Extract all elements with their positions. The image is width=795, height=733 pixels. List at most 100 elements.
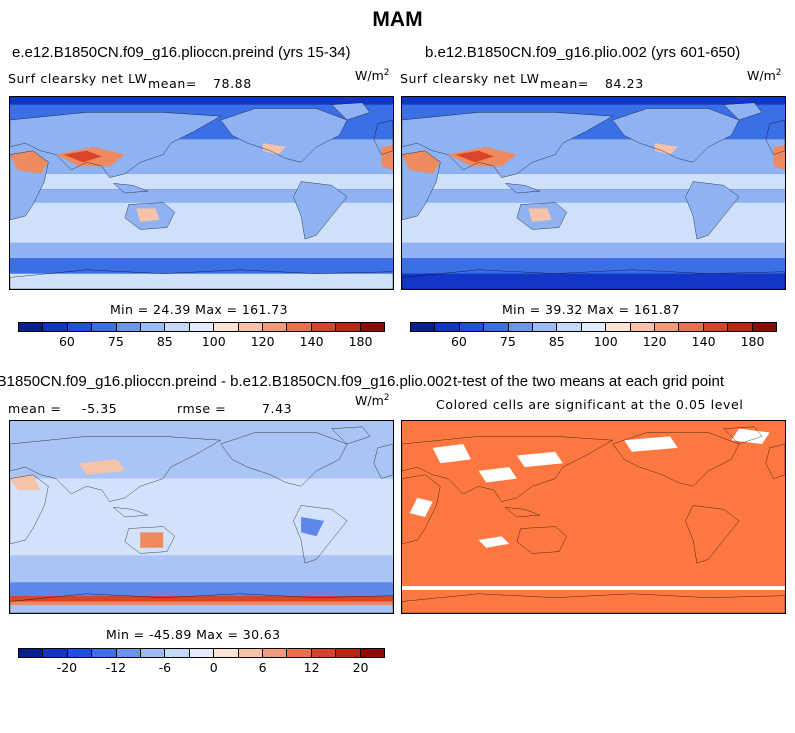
panel1-mean-value: 78.88 <box>213 76 252 91</box>
insignificant-region <box>731 428 770 445</box>
colorbar-swatch <box>679 323 704 331</box>
insignificant-region <box>402 586 785 590</box>
panel3-title: B1850CN.f09_g16.plioccn.preind - b.e12.B… <box>0 373 452 390</box>
panel3-rmse-label: rmse = <box>177 401 227 416</box>
land-warm <box>654 143 678 155</box>
land-warm <box>381 145 393 170</box>
panel3-units: W/m2 <box>355 393 390 409</box>
insignificant-region <box>409 497 433 517</box>
colorbar-tick-label: 60 <box>450 334 467 349</box>
colorbar-tick-label: 140 <box>299 334 324 349</box>
colorbar-tick-label: 6 <box>258 660 267 675</box>
colorbar-swatch <box>141 649 166 657</box>
colorbar-swatch <box>703 323 729 331</box>
land-warm <box>140 532 164 548</box>
land-cool <box>301 517 325 537</box>
field-band <box>10 555 393 583</box>
colorbar-swatch <box>360 649 385 657</box>
colorbar-swatch <box>411 323 436 331</box>
colorbar-tick-label: 20 <box>352 660 369 675</box>
colorbar-tick-label: 100 <box>201 334 226 349</box>
colorbar-swatch <box>655 323 680 331</box>
colorbar-swatch <box>435 323 460 331</box>
colorbar-swatch <box>606 323 631 331</box>
land-warm <box>63 150 102 163</box>
coastline <box>613 109 739 163</box>
coastline <box>766 444 785 479</box>
colorbar-swatch <box>459 323 485 331</box>
coastline <box>402 594 785 613</box>
field-band <box>10 242 393 259</box>
coastline <box>332 427 370 444</box>
colorbar-swatch <box>238 323 264 331</box>
colorbar-tick-label: -20 <box>56 660 78 675</box>
land-warm <box>78 459 125 475</box>
coastline <box>402 270 785 289</box>
insignificant-region <box>516 451 563 468</box>
insignificant-region <box>478 536 510 548</box>
coastline <box>113 183 147 193</box>
coastline <box>766 120 785 155</box>
colorbar-swatch <box>116 323 142 331</box>
colorbar-swatch <box>67 323 93 331</box>
colorbar-swatch <box>189 649 215 657</box>
colorbar-swatch <box>752 323 777 331</box>
colorbar-swatch <box>287 649 312 657</box>
colorbar-swatch <box>336 323 361 331</box>
coastline <box>402 151 440 220</box>
colorbar-swatch <box>19 649 44 657</box>
colorbar-tick-label: 0 <box>209 660 218 675</box>
panel1-subtitle: Surf clearsky net LW <box>8 71 148 86</box>
land-warm <box>455 150 494 163</box>
coastline <box>125 203 175 230</box>
coastline <box>517 203 567 230</box>
colorbar-tick-label: -6 <box>158 660 172 675</box>
field-band <box>10 273 393 289</box>
panel2-mean-label: mean= <box>540 76 589 91</box>
panel4-map <box>401 420 786 614</box>
field-band <box>10 258 393 274</box>
land-field <box>220 108 348 163</box>
panel2-mean-value: 84.23 <box>605 76 644 91</box>
colorbar-swatch <box>557 323 582 331</box>
field-band <box>402 273 785 289</box>
panel4-title: t-test of the two means at each grid poi… <box>453 373 724 390</box>
colorbar-swatch <box>311 649 337 657</box>
colorbar-tick-label: -12 <box>105 660 127 675</box>
panel3-rmse-value: 7.43 <box>262 401 293 416</box>
land-field <box>685 181 740 240</box>
colorbar-swatch <box>214 323 239 331</box>
colorbar-swatch <box>533 323 558 331</box>
coastline <box>10 112 221 177</box>
coastline <box>724 103 762 120</box>
colorbar-swatch <box>263 649 288 657</box>
colorbar-swatch <box>484 323 509 331</box>
colorbar-swatch <box>189 323 215 331</box>
colorbar-swatch <box>508 323 534 331</box>
coastline <box>724 427 762 444</box>
colorbar-swatch <box>43 649 68 657</box>
colorbar-tick-label: 85 <box>548 334 565 349</box>
colorbar-tick-label: 75 <box>107 334 124 349</box>
land-warm <box>262 143 286 155</box>
colorbar-tick-label: 12 <box>303 660 320 675</box>
field-band <box>402 173 785 190</box>
coastline <box>221 433 347 487</box>
coastline <box>402 112 613 177</box>
panel4-subtitle: Colored cells are significant at the 0.0… <box>436 397 744 412</box>
insignificant-region <box>432 444 471 464</box>
colorbar-tick-label: 180 <box>740 334 765 349</box>
field-band <box>10 601 393 606</box>
colorbar-swatch <box>141 323 166 331</box>
panel1-units: W/m2 <box>355 68 390 84</box>
land-warm <box>402 150 441 174</box>
panel2-title: b.e12.B1850CN.f09_g16.plio.002 (yrs 601-… <box>425 44 741 61</box>
colorbar-tick-label: 180 <box>348 334 373 349</box>
land-warm <box>136 208 160 222</box>
colorbar-tick-label: 140 <box>691 334 716 349</box>
coastline <box>113 507 147 517</box>
panel1-mean-label: mean= <box>148 76 197 91</box>
panel1-map <box>9 96 394 290</box>
panel3-mean-value: -5.35 <box>82 401 118 416</box>
land-warm <box>10 474 41 491</box>
